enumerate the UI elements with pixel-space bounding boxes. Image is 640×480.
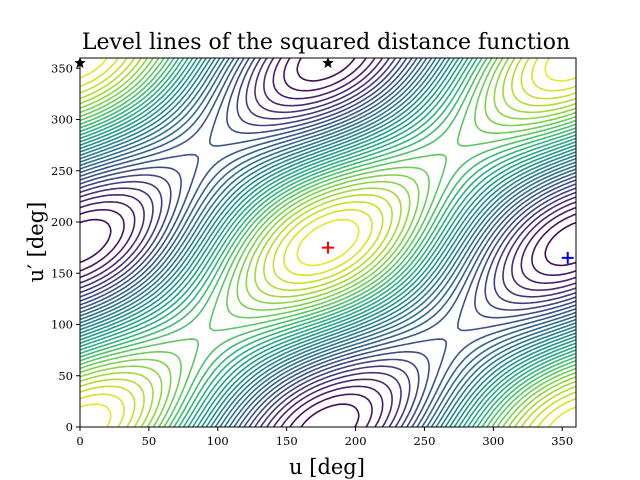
contour-level — [80, 58, 576, 427]
contour-level — [80, 58, 576, 427]
x-tick-label: 50 — [142, 434, 157, 448]
red-plus-marker — [322, 241, 334, 254]
y-axis-label: u′ [deg] — [24, 202, 48, 283]
contour-level — [80, 58, 576, 427]
x-tick-label: 200 — [345, 434, 367, 448]
plot-frame — [79, 57, 577, 428]
y-tick-label: 200 — [51, 215, 73, 229]
x-axis-ticks: 0 50 100 150 200 250 300 350 — [76, 427, 573, 448]
contour-level — [80, 58, 576, 427]
contour-level — [80, 58, 576, 427]
contour-lines — [80, 58, 576, 427]
x-tick-label: 100 — [207, 434, 229, 448]
y-tick-label: 150 — [51, 266, 73, 280]
x-tick-label: 250 — [413, 434, 435, 448]
contour-level — [80, 58, 576, 427]
x-tick-label: 300 — [482, 434, 504, 448]
x-tick-label: 150 — [276, 434, 298, 448]
contour-level — [80, 58, 576, 427]
contour-level — [80, 58, 576, 427]
contour-level — [80, 58, 576, 427]
contour-level — [80, 58, 576, 427]
star-marker — [322, 56, 334, 69]
y-tick-label: 250 — [51, 164, 73, 178]
contour-level — [80, 58, 576, 427]
contour-level — [80, 58, 576, 427]
y-tick-label: 100 — [51, 318, 73, 332]
contour-level — [80, 58, 576, 427]
y-tick-label: 50 — [58, 369, 73, 383]
contour-level — [80, 58, 576, 427]
chart-title: Level lines of the squared distance func… — [82, 30, 570, 55]
x-tick-label: 0 — [76, 434, 83, 448]
contour-level — [80, 58, 576, 427]
y-tick-label: 0 — [66, 420, 73, 434]
contour-level — [80, 58, 576, 427]
contour-level — [80, 58, 576, 427]
contour-level — [80, 58, 576, 427]
contour-level — [80, 58, 576, 427]
y-axis-ticks: 0 50 100 150 200 250 300 350 — [51, 61, 80, 434]
contour-level — [80, 58, 576, 427]
contour-level — [80, 58, 576, 427]
contour-level — [80, 58, 576, 427]
x-tick-label: 350 — [551, 434, 573, 448]
blue-plus-marker — [561, 251, 574, 264]
contour-level — [80, 58, 576, 427]
contour-level — [80, 58, 576, 427]
contour-level — [80, 58, 576, 427]
contour-level — [80, 58, 576, 427]
contour-level — [80, 58, 576, 427]
x-axis-label: u [deg] — [289, 455, 365, 479]
y-tick-label: 300 — [51, 113, 73, 127]
contour-level — [80, 58, 576, 427]
contour-level — [80, 58, 576, 427]
y-tick-label: 350 — [51, 61, 73, 75]
